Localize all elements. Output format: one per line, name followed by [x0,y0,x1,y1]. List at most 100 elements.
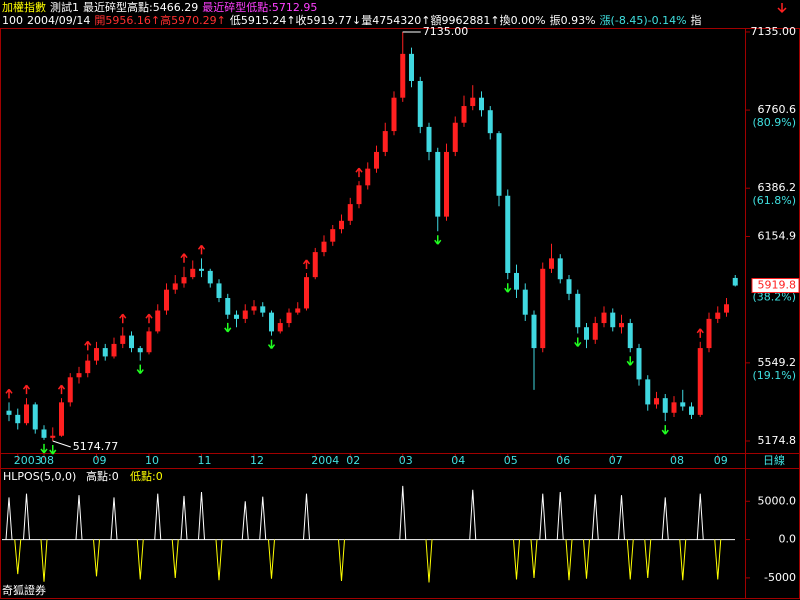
x-tick-label: 09 [93,454,107,467]
x-tick-label: 03 [399,454,413,467]
spike [469,489,477,540]
candle-body [557,258,563,280]
up-arrow [145,313,153,324]
candle-body [216,283,222,299]
spike [198,492,205,540]
header-text: 漲(-8.45)-0.14% [599,14,687,27]
up-arrow [180,253,188,263]
spike [696,493,704,540]
header-text: 最近碎型高點:5466.29 [83,1,199,14]
up-arrow [197,244,206,255]
x-tick-label: 10 [145,454,159,467]
candle-body [181,277,187,284]
header-text: 測試1 [50,1,79,14]
candle-body [444,151,449,217]
candle-body [697,348,703,415]
candle-body [137,348,143,353]
candle-body [312,252,318,278]
menu-icon[interactable] [777,3,787,14]
x-tick-label: 08 [670,454,684,467]
up-arrow [5,388,13,399]
spike [23,493,30,540]
spike [626,539,634,580]
header-line-2: 100 2004/09/14 開5956.16↑高5970.29↑ 低5915.24↑… [2,14,706,27]
spike [136,539,144,580]
header-text: 100 [2,14,23,27]
candle-body [671,402,677,413]
spike [303,493,310,540]
candle-body [24,404,29,424]
spike [93,539,100,577]
candle-body [76,373,82,378]
x-tick-label: 07 [609,454,623,467]
candle-body [400,53,406,98]
spike [75,495,83,540]
spike [338,539,345,582]
candle-body [575,293,581,328]
candle-body [356,185,362,205]
spike [14,539,22,575]
candle-body [321,241,327,253]
candle-body [374,151,379,169]
candle-body [59,402,64,436]
x-tick-label: 05 [504,454,518,467]
candle-body [6,410,12,415]
spike [565,539,573,581]
down-arrow [626,356,634,366]
up-arrow [302,259,311,269]
spike [40,539,48,582]
header-text: 最近碎型低點:5712.95 [202,1,318,14]
candle-body [505,195,511,273]
candle-body [190,268,196,278]
candle-body [531,314,537,349]
candle-body [479,97,484,111]
candle-body [164,289,169,311]
footer: 奇狐證券 [2,583,46,597]
up-arrow [119,313,127,324]
spike [530,539,538,578]
candle-body [627,323,633,349]
candle-body [706,318,712,349]
candle-body [601,312,607,324]
spike [215,539,223,581]
spike [539,493,547,540]
down-arrow [661,425,669,435]
candle-body [522,289,528,315]
spike [556,492,564,540]
candle-body [654,398,659,405]
candle-body [662,398,668,413]
candle-body [566,279,572,294]
candle-body [330,229,336,242]
candle-body [584,327,589,340]
candle-body [32,404,38,430]
candle-body [295,308,301,313]
x-tick-label: 08 [40,454,54,467]
header-line-1: 加權指數 測試1 最近碎型高點:5466.29 最近碎型低點:5712.95 [2,1,321,14]
candle-body [260,306,266,313]
spike [583,539,590,579]
candle-body [67,377,73,403]
candle-body [514,272,519,290]
candle-body [94,348,99,361]
candle-body [129,335,134,349]
candle-body [426,126,432,152]
x-tick-label: 02 [346,454,360,467]
y-tick-note: (19.1%) [752,369,796,382]
last-price-box [751,278,800,294]
spike [714,539,722,580]
header-text: 振0.93% [549,14,596,27]
x-tick-label: 12 [250,454,264,467]
header-text: 低5915.24↑收5919.77↓量4754320↑額9962881↑換0.0… [229,14,546,27]
y-tick-label: -5000 [764,571,796,584]
candle-body [277,323,283,332]
candle-body [85,360,91,374]
candle-body [549,258,554,269]
spike [644,539,652,578]
y-tick-note: (61.8%) [752,194,796,207]
candle-body [382,131,388,152]
candle-body [715,312,721,319]
candle-body [417,81,423,127]
candle-body [225,298,231,315]
